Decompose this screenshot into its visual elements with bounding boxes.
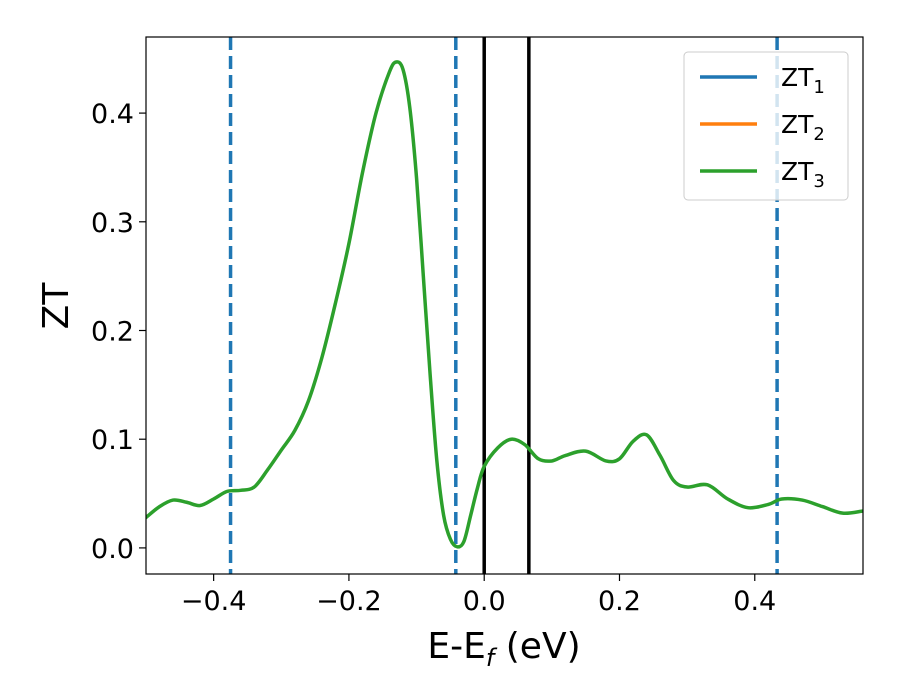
x-tick-label: −0.2 (316, 586, 382, 617)
legend-box (683, 51, 849, 201)
legend-label-1-name: ZT (781, 63, 814, 92)
y-tick-label: 0.4 (91, 99, 134, 130)
y-tick-label: 0.3 (91, 208, 134, 239)
x-tick-label: 0.0 (463, 586, 506, 617)
legend-label-3-name: ZT (781, 157, 814, 186)
legend-label-1-sub: 1 (813, 77, 824, 98)
legend-label-3: ZT3 (781, 157, 825, 192)
x-axis-label: E-Ef (eV) (427, 626, 580, 672)
x-tick-label: 0.2 (598, 586, 641, 617)
y-tick-label: 0.0 (91, 534, 134, 565)
series-lines (146, 60, 863, 549)
y-axis-label: ZT (36, 282, 77, 330)
x-axis-ticks: −0.4 −0.2 0.0 0.2 0.4 (181, 574, 776, 617)
vertical-reference-lines (228, 37, 779, 574)
y-tick-label: 0.1 (91, 425, 134, 456)
series-line-3 (146, 60, 863, 549)
x-tick-label: −0.4 (181, 586, 247, 617)
y-axis-ticks: 0.0 0.1 0.2 0.3 0.4 (91, 99, 146, 565)
x-axis-label-main: E-E (427, 626, 485, 667)
legend-label-2-name: ZT (781, 110, 814, 139)
x-axis-label-unit: (eV) (494, 626, 580, 667)
legend-label-2: ZT2 (781, 110, 825, 145)
x-tick-label: 0.4 (733, 586, 776, 617)
legend-label-2-sub: 2 (813, 124, 824, 145)
plot-frame (145, 36, 864, 575)
y-tick-label: 0.2 (91, 317, 134, 348)
legend-label-1: ZT1 (781, 63, 825, 98)
legend-label-3-sub: 3 (813, 171, 824, 192)
legend: ZT1 ZT2 ZT3 (683, 51, 849, 201)
